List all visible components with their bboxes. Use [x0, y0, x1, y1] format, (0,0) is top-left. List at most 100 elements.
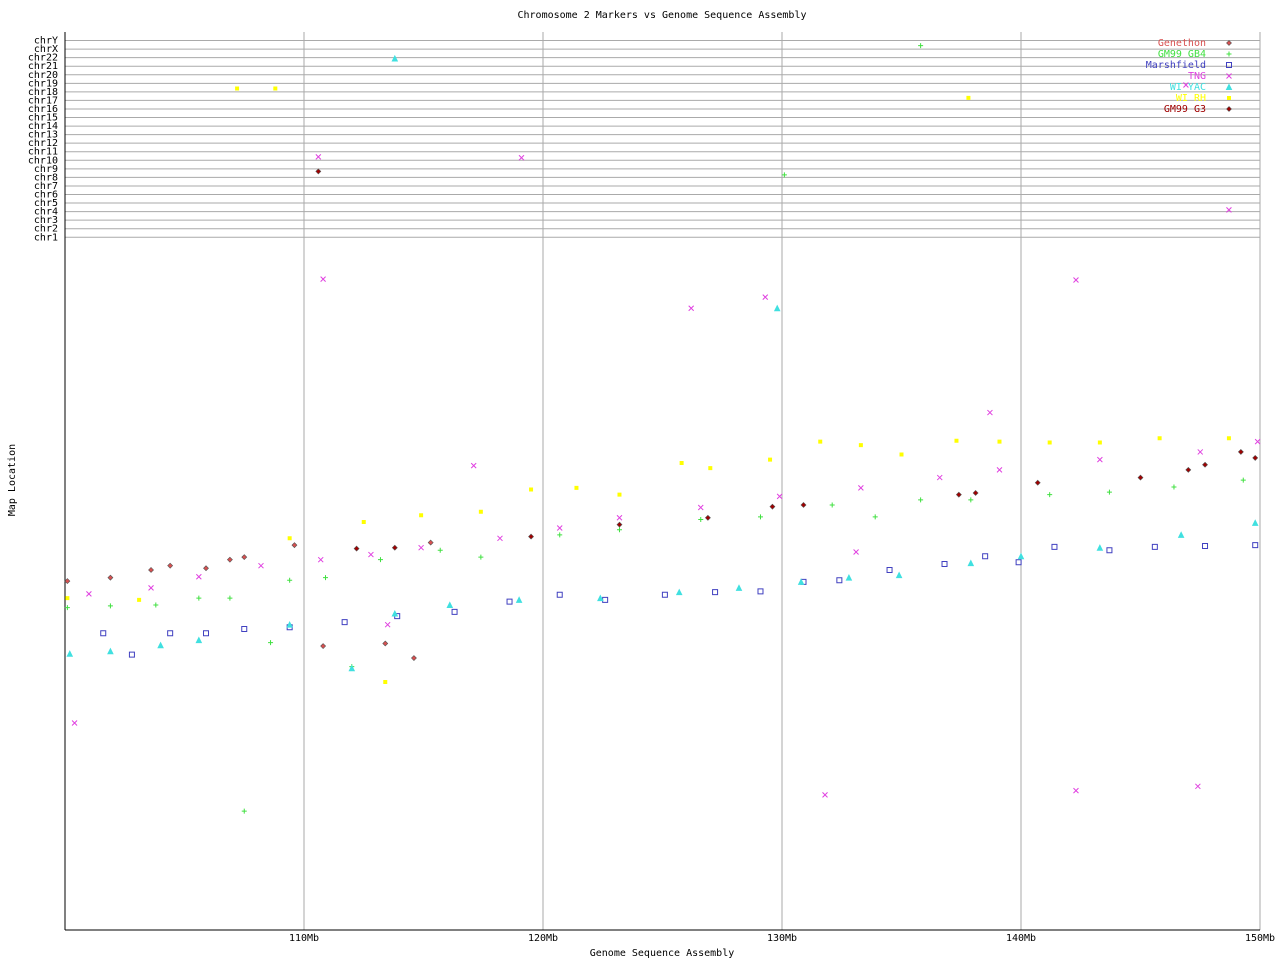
point	[368, 551, 374, 558]
point	[478, 509, 483, 514]
point	[1171, 484, 1177, 490]
y-tick-label: chr1	[34, 232, 58, 243]
point	[1106, 489, 1112, 495]
point	[377, 557, 383, 563]
legend-marker	[1227, 96, 1231, 100]
point	[918, 497, 924, 503]
point	[1151, 543, 1158, 550]
point	[361, 520, 366, 525]
point	[872, 514, 878, 520]
point	[853, 549, 859, 555]
point	[391, 544, 398, 551]
point	[137, 597, 142, 602]
point	[1183, 82, 1189, 88]
point	[446, 601, 454, 609]
y-tick-label: chr9	[34, 164, 58, 175]
point	[241, 625, 248, 632]
point	[954, 438, 959, 443]
point	[1226, 436, 1231, 441]
legend-marker	[1226, 40, 1232, 46]
point	[735, 584, 743, 591]
point	[203, 565, 209, 572]
point	[556, 525, 563, 531]
point	[967, 559, 975, 567]
point	[616, 521, 623, 528]
point	[1240, 477, 1246, 483]
point	[1254, 438, 1261, 445]
point	[315, 168, 322, 175]
point	[616, 514, 623, 521]
y-tick-label: chr4	[34, 207, 58, 218]
point	[1106, 547, 1113, 554]
point	[287, 536, 292, 541]
point	[515, 596, 523, 603]
point	[64, 605, 70, 611]
x-tick-label: 140Mb	[1006, 933, 1036, 944]
point	[391, 609, 399, 617]
x-tick-label: 120Mb	[528, 933, 558, 944]
point	[71, 720, 78, 726]
point	[1202, 542, 1209, 549]
point	[1137, 474, 1144, 481]
point	[712, 589, 719, 596]
point	[858, 443, 863, 448]
point	[708, 466, 713, 471]
point	[822, 792, 828, 798]
legend-label: GM99 GB4	[1158, 49, 1206, 60]
y-tick-label: chr7	[34, 181, 58, 192]
x-tick-label: 110Mb	[289, 933, 319, 944]
point	[497, 535, 503, 542]
point	[886, 566, 893, 573]
point	[383, 679, 388, 684]
point	[1047, 492, 1053, 498]
y-tick-label: chr17	[28, 95, 58, 106]
y-tick-label: chr10	[28, 155, 58, 166]
chart-title: Chromosome 2 Markers vs Genome Sequence …	[518, 10, 807, 21]
point	[797, 578, 805, 585]
point	[557, 532, 563, 538]
point	[418, 544, 424, 551]
point	[661, 591, 668, 598]
point	[196, 595, 202, 601]
point	[1237, 448, 1244, 455]
point	[996, 467, 1003, 473]
point	[66, 650, 74, 657]
point	[768, 457, 773, 462]
point	[574, 485, 579, 490]
point	[1252, 542, 1259, 549]
point	[353, 545, 360, 552]
point	[195, 573, 202, 580]
point	[235, 86, 240, 91]
legend-label: Marshfield	[1146, 60, 1206, 71]
point	[616, 527, 622, 533]
point	[1096, 544, 1104, 551]
y-tick-label: chr3	[34, 215, 58, 226]
point	[704, 514, 711, 521]
point	[382, 640, 389, 647]
x-tick-label: 130Mb	[767, 933, 797, 944]
point	[1185, 466, 1192, 473]
point	[688, 305, 695, 312]
point	[982, 553, 989, 560]
point	[597, 594, 604, 602]
point	[384, 621, 391, 628]
y-tick-label: chr12	[28, 138, 58, 149]
point	[195, 636, 203, 644]
point	[781, 172, 787, 178]
point	[972, 490, 979, 496]
point	[698, 516, 704, 522]
point	[315, 154, 322, 160]
point	[1073, 277, 1079, 283]
legend-label: TNG	[1188, 71, 1206, 82]
point	[1034, 479, 1041, 486]
y-tick-label: chr5	[34, 198, 58, 209]
y-tick-label: chr13	[28, 130, 58, 141]
point	[1251, 519, 1259, 526]
x-axis-label: Genome Sequence Assembly	[590, 948, 735, 959]
point	[241, 808, 247, 814]
point	[1202, 461, 1208, 468]
legend-marker	[1226, 51, 1232, 57]
point	[800, 502, 807, 508]
point	[556, 591, 563, 598]
